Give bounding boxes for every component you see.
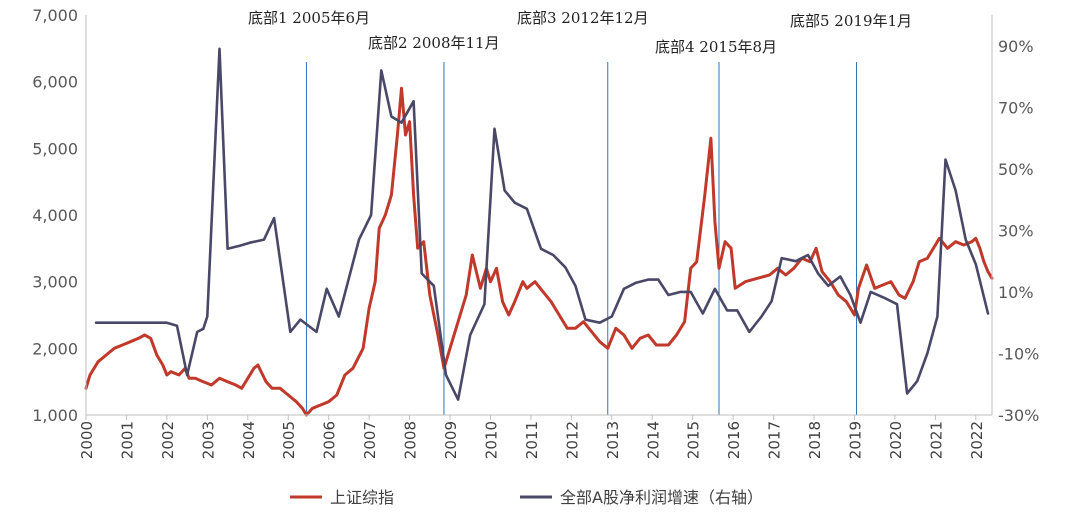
left-axis-tick-label: 7,000 xyxy=(32,6,78,25)
x-axis-tick-label: 2020 xyxy=(887,421,905,459)
x-axis-tick-label: 2005 xyxy=(280,421,298,459)
right-axis-tick-label: 50% xyxy=(998,160,1034,179)
x-axis-tick-label: 2012 xyxy=(563,421,581,459)
left-axis-tick-label: 5,000 xyxy=(32,139,78,158)
x-axis-tick-label: 2016 xyxy=(725,421,743,459)
right-axis-tick-label: -10% xyxy=(998,344,1039,363)
x-axis-tick-label: 2002 xyxy=(159,421,177,459)
x-axis-tick-label: 2021 xyxy=(927,421,945,459)
right-axis-tick-label: 90% xyxy=(998,37,1034,56)
x-axis-tick-label: 2014 xyxy=(644,421,662,459)
x-axis-tick-label: 2001 xyxy=(118,421,136,459)
bottom-annotation-label: 底部4 2015年8月 xyxy=(655,38,777,56)
legend-label: 上证综指 xyxy=(330,488,394,507)
right-axis-tick-label: 30% xyxy=(998,221,1034,240)
right-axis-tick-label: -30% xyxy=(998,406,1039,425)
left-axis-tick-label: 3,000 xyxy=(32,273,78,292)
x-axis-tick-label: 2009 xyxy=(442,421,460,459)
x-axis-tick-label: 2019 xyxy=(846,421,864,459)
series-layer xyxy=(84,47,994,417)
legend-label: 全部A股净利润增速（右轴） xyxy=(560,488,763,507)
x-axis-tick-label: 2006 xyxy=(321,421,339,459)
bottom-annotation-label: 底部1 2005年6月 xyxy=(248,9,370,27)
x-axis-tick-label: 2007 xyxy=(361,421,379,459)
x-axis-tick-label: 2018 xyxy=(806,421,824,459)
bottom-annotation-label: 底部3 2012年12月 xyxy=(517,9,649,27)
x-axis-tick-label: 2000 xyxy=(78,421,96,459)
x-axis-tick-label: 2004 xyxy=(240,421,258,459)
x-axis-tick-label: 2017 xyxy=(766,421,784,459)
bottom-annotation-label: 底部2 2008年11月 xyxy=(368,34,500,52)
left-axis-tick-label: 1,000 xyxy=(32,406,78,425)
left-axis-tick-label: 6,000 xyxy=(32,73,78,92)
series-line-profit-growth xyxy=(94,47,990,401)
axes: 1,000 2,000 3,000 4,000 5,000 6,000 7,000 -30% -… xyxy=(32,6,1039,459)
x-axis-tick-label: 2022 xyxy=(968,421,986,459)
x-axis-tick-label: 2013 xyxy=(604,421,622,459)
legend: 上证综指 全部A股净利润增速（右轴） xyxy=(290,488,763,507)
x-axis-tick-label: 2008 xyxy=(402,421,420,459)
bottom-annotation-label: 底部5 2019年1月 xyxy=(790,12,912,30)
x-axis-tick-label: 2003 xyxy=(199,421,217,459)
left-axis-tick-label: 2,000 xyxy=(32,339,78,358)
right-axis-tick-label: 10% xyxy=(998,283,1034,302)
left-axis-tick-label: 4,000 xyxy=(32,206,78,225)
series-line-shanghai-index xyxy=(84,86,994,417)
x-axis-tick-label: 2015 xyxy=(685,421,703,459)
x-axis-tick-label: 2011 xyxy=(523,421,541,459)
x-axis-tick-label: 2010 xyxy=(482,421,500,459)
right-axis-tick-label: 70% xyxy=(998,98,1034,117)
